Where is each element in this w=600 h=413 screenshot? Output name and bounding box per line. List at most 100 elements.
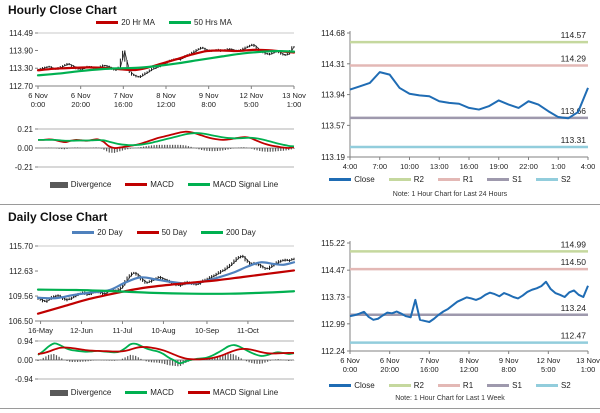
horizontal-divider bbox=[0, 204, 600, 205]
legend-label: Divergence bbox=[70, 388, 112, 397]
legend-label: MACD Signal Line bbox=[212, 180, 279, 189]
svg-text:8:00: 8:00 bbox=[201, 100, 216, 109]
legend-swatch-s1 bbox=[487, 178, 510, 181]
svg-text:106.50: 106.50 bbox=[9, 317, 34, 326]
legend-swatch-close bbox=[329, 384, 352, 387]
legend-item: Divergence bbox=[49, 388, 112, 397]
hourly-macd-chart: 0.21 0.00 -0.21 bbox=[15, 125, 295, 172]
svg-text:113.73: 113.73 bbox=[321, 293, 345, 302]
svg-text:9 Nov: 9 Nov bbox=[499, 356, 519, 365]
legend-swatch-r1 bbox=[437, 178, 460, 181]
svg-text:1:00: 1:00 bbox=[581, 365, 596, 374]
svg-text:6 Nov: 6 Nov bbox=[340, 356, 360, 365]
svg-text:113.31: 113.31 bbox=[561, 135, 587, 145]
legend-item: MACD Signal Line bbox=[187, 180, 279, 189]
legend-swatch-200-day bbox=[200, 231, 223, 234]
svg-text:11-Oct: 11-Oct bbox=[237, 326, 260, 335]
legend-swatch-divergence bbox=[49, 181, 68, 188]
svg-text:9 Nov: 9 Nov bbox=[199, 91, 219, 100]
svg-text:112.63: 112.63 bbox=[9, 267, 33, 276]
legend-label: Close bbox=[354, 381, 375, 390]
legend-swatch-r1 bbox=[437, 384, 460, 387]
svg-text:8 Nov: 8 Nov bbox=[459, 356, 479, 365]
legend-swatch-close bbox=[329, 178, 352, 181]
svg-text:13:00: 13:00 bbox=[430, 162, 449, 171]
legend-item: 50 Day bbox=[136, 228, 187, 237]
horizontal-divider bbox=[0, 408, 600, 409]
svg-text:22:00: 22:00 bbox=[519, 162, 538, 171]
svg-text:4:00: 4:00 bbox=[343, 162, 358, 171]
svg-text:10:00: 10:00 bbox=[400, 162, 419, 171]
svg-text:8 Nov: 8 Nov bbox=[156, 91, 176, 100]
legend-swatch-divergence bbox=[49, 389, 68, 396]
svg-text:0.00: 0.00 bbox=[17, 144, 33, 153]
daily-price-legend: 20 Day 50 Day 200 Day bbox=[35, 228, 293, 237]
daily-chart-title: Daily Close Chart bbox=[8, 210, 108, 224]
legend-swatch-50-hrs-ma bbox=[169, 21, 191, 24]
legend-swatch-s1 bbox=[487, 384, 510, 387]
svg-text:112.24: 112.24 bbox=[321, 347, 345, 356]
svg-text:4:00: 4:00 bbox=[581, 162, 596, 171]
svg-text:12-Jun: 12-Jun bbox=[70, 326, 93, 335]
svg-text:114.29: 114.29 bbox=[561, 53, 587, 63]
legend-item: S2 bbox=[535, 175, 571, 184]
legend-label: S2 bbox=[560, 175, 571, 184]
legend-label: R2 bbox=[413, 175, 424, 184]
legend-label: 200 Day bbox=[225, 228, 256, 237]
svg-text:0.00: 0.00 bbox=[17, 356, 33, 365]
svg-text:112.99: 112.99 bbox=[321, 320, 345, 329]
hourly-pivot-chart: 114.68 114.31 113.94 113.57 113.19 114.57 114.… bbox=[321, 29, 596, 171]
legend-swatch-s2 bbox=[535, 384, 558, 387]
hourly-chart-title: Hourly Close Chart bbox=[8, 3, 117, 17]
svg-text:112.70: 112.70 bbox=[9, 82, 33, 91]
legend-swatch-r2 bbox=[388, 178, 411, 181]
daily-macd-chart: 0.94 0.00 -0.94 bbox=[15, 337, 295, 384]
legend-item: R2 bbox=[388, 175, 424, 184]
svg-text:12:00: 12:00 bbox=[157, 100, 176, 109]
svg-text:115.22: 115.22 bbox=[321, 239, 345, 248]
svg-text:12 Nov: 12 Nov bbox=[536, 356, 560, 365]
svg-text:114.50: 114.50 bbox=[561, 257, 587, 267]
svg-text:113.57: 113.57 bbox=[321, 121, 345, 130]
legend-label: 50 Day bbox=[161, 228, 187, 237]
svg-text:13 Nov: 13 Nov bbox=[576, 356, 600, 365]
legend-item: S1 bbox=[487, 175, 522, 184]
svg-text:1:00: 1:00 bbox=[287, 100, 302, 109]
svg-text:16:00: 16:00 bbox=[114, 100, 133, 109]
legend-swatch-macd bbox=[125, 391, 148, 394]
svg-text:20:00: 20:00 bbox=[380, 365, 399, 374]
svg-text:12:00: 12:00 bbox=[460, 365, 479, 374]
svg-text:113.19: 113.19 bbox=[321, 153, 345, 162]
svg-text:16:00: 16:00 bbox=[420, 365, 439, 374]
legend-swatch-20-day bbox=[72, 231, 95, 234]
legend-label: S1 bbox=[512, 381, 522, 390]
svg-text:113.66: 113.66 bbox=[561, 106, 587, 116]
legend-item: R1 bbox=[437, 175, 473, 184]
hourly-price-legend: 20 Hr MA 50 Hrs MA bbox=[35, 18, 293, 27]
legend-item: 200 Day bbox=[200, 228, 256, 237]
svg-text:10-Aug: 10-Aug bbox=[151, 326, 175, 335]
svg-text:16-May: 16-May bbox=[28, 326, 53, 335]
legend-item: MACD bbox=[125, 180, 174, 189]
legend-swatch-macd-signal-line bbox=[187, 391, 210, 394]
svg-text:6 Nov: 6 Nov bbox=[71, 91, 91, 100]
legend-item: MACD Signal Line bbox=[187, 388, 278, 397]
svg-text:-0.21: -0.21 bbox=[15, 163, 34, 172]
legend-swatch-macd-signal-line bbox=[187, 183, 210, 186]
legend-item: S2 bbox=[535, 381, 571, 390]
svg-text:114.47: 114.47 bbox=[321, 266, 345, 275]
svg-text:0.21: 0.21 bbox=[17, 125, 33, 134]
svg-text:11-Jul: 11-Jul bbox=[113, 326, 133, 335]
legend-item: Close bbox=[329, 175, 375, 184]
svg-text:113.30: 113.30 bbox=[9, 64, 33, 73]
svg-text:5:00: 5:00 bbox=[541, 365, 556, 374]
legend-swatch-50-day bbox=[136, 231, 159, 234]
svg-text:16:00: 16:00 bbox=[460, 162, 479, 171]
legend-item: 20 Day bbox=[72, 228, 123, 237]
svg-text:20:00: 20:00 bbox=[71, 100, 90, 109]
svg-text:0.94: 0.94 bbox=[17, 337, 33, 346]
svg-text:114.99: 114.99 bbox=[561, 239, 587, 249]
legend-item: Divergence bbox=[49, 180, 111, 189]
legend-item: R1 bbox=[437, 381, 473, 390]
